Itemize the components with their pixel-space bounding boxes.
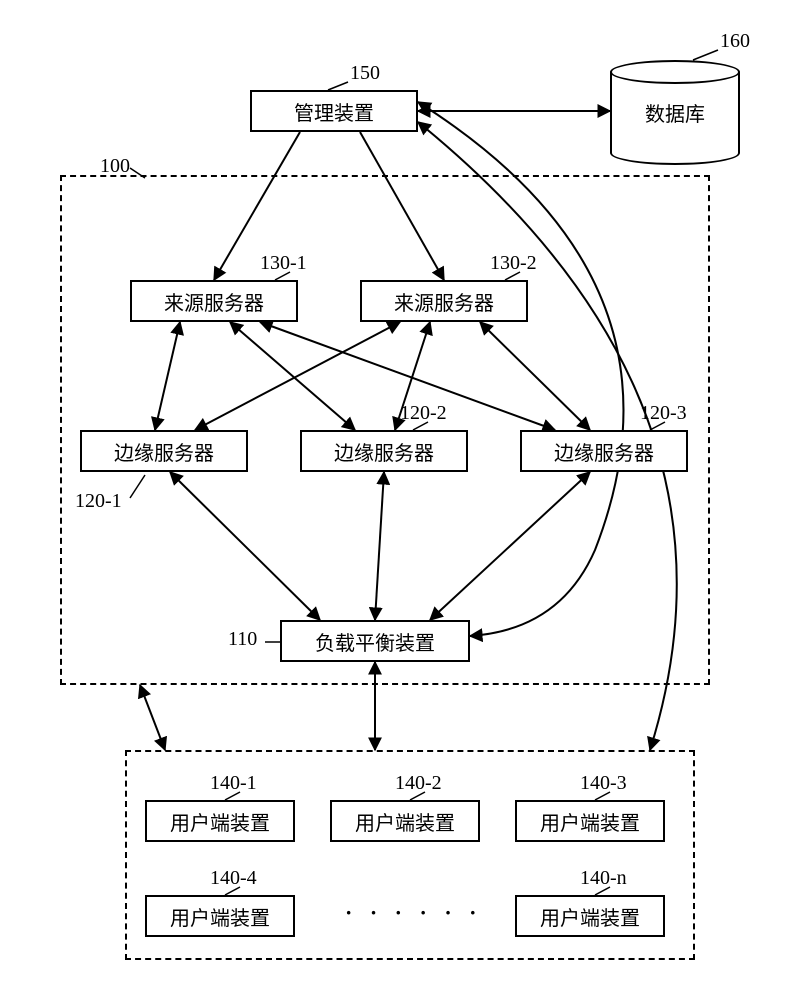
client-device-4-label: 用户端装置 bbox=[170, 902, 270, 931]
ref-label-140-4: 140-4 bbox=[210, 867, 257, 890]
client-device-3-node: 用户端装置 bbox=[515, 800, 665, 842]
ref-label-120-2: 120-2 bbox=[400, 402, 447, 425]
diagram-canvas: 管理装置 数据库 来源服务器 来源服务器 边缘服务器 边缘服务器 边缘服务器 负… bbox=[0, 0, 803, 1000]
origin-server-2-label: 来源服务器 bbox=[394, 287, 494, 316]
database-node: 数据库 bbox=[610, 60, 740, 165]
client-device-1-label: 用户端装置 bbox=[170, 807, 270, 836]
load-balancer-node: 负载平衡装置 bbox=[280, 620, 470, 662]
ref-label-150: 150 bbox=[350, 62, 380, 85]
client-device-4-node: 用户端装置 bbox=[145, 895, 295, 937]
ref-label-110: 110 bbox=[228, 628, 257, 651]
ref-label-120-1: 120-1 bbox=[75, 490, 122, 513]
edge-server-1-node: 边缘服务器 bbox=[80, 430, 248, 472]
origin-server-1-node: 来源服务器 bbox=[130, 280, 298, 322]
management-device-label: 管理装置 bbox=[294, 97, 374, 126]
client-device-n-node: 用户端装置 bbox=[515, 895, 665, 937]
edge-server-2-node: 边缘服务器 bbox=[300, 430, 468, 472]
ref-label-100: 100 bbox=[100, 155, 130, 178]
origin-server-2-node: 来源服务器 bbox=[360, 280, 528, 322]
ref-label-160: 160 bbox=[720, 30, 750, 53]
ref-label-140-n: 140-n bbox=[580, 867, 627, 890]
client-device-2-label: 用户端装置 bbox=[355, 807, 455, 836]
edge-server-3-label: 边缘服务器 bbox=[554, 437, 654, 466]
origin-server-1-label: 来源服务器 bbox=[164, 287, 264, 316]
edge-server-1-label: 边缘服务器 bbox=[114, 437, 214, 466]
ref-label-140-1: 140-1 bbox=[210, 772, 257, 795]
load-balancer-label: 负载平衡装置 bbox=[315, 627, 435, 656]
client-device-n-label: 用户端装置 bbox=[540, 902, 640, 931]
client-device-2-node: 用户端装置 bbox=[330, 800, 480, 842]
client-device-1-node: 用户端装置 bbox=[145, 800, 295, 842]
database-label: 数据库 bbox=[645, 98, 705, 127]
ref-label-130-1: 130-1 bbox=[260, 252, 307, 275]
ref-label-140-3: 140-3 bbox=[580, 772, 627, 795]
ellipsis-dots: · · · · · · bbox=[345, 900, 483, 926]
ref-label-140-2: 140-2 bbox=[395, 772, 442, 795]
ref-label-130-2: 130-2 bbox=[490, 252, 537, 275]
edge-server-2-label: 边缘服务器 bbox=[334, 437, 434, 466]
management-device-node: 管理装置 bbox=[250, 90, 418, 132]
ref-label-120-3: 120-3 bbox=[640, 402, 687, 425]
client-device-3-label: 用户端装置 bbox=[540, 807, 640, 836]
edge-server-3-node: 边缘服务器 bbox=[520, 430, 688, 472]
